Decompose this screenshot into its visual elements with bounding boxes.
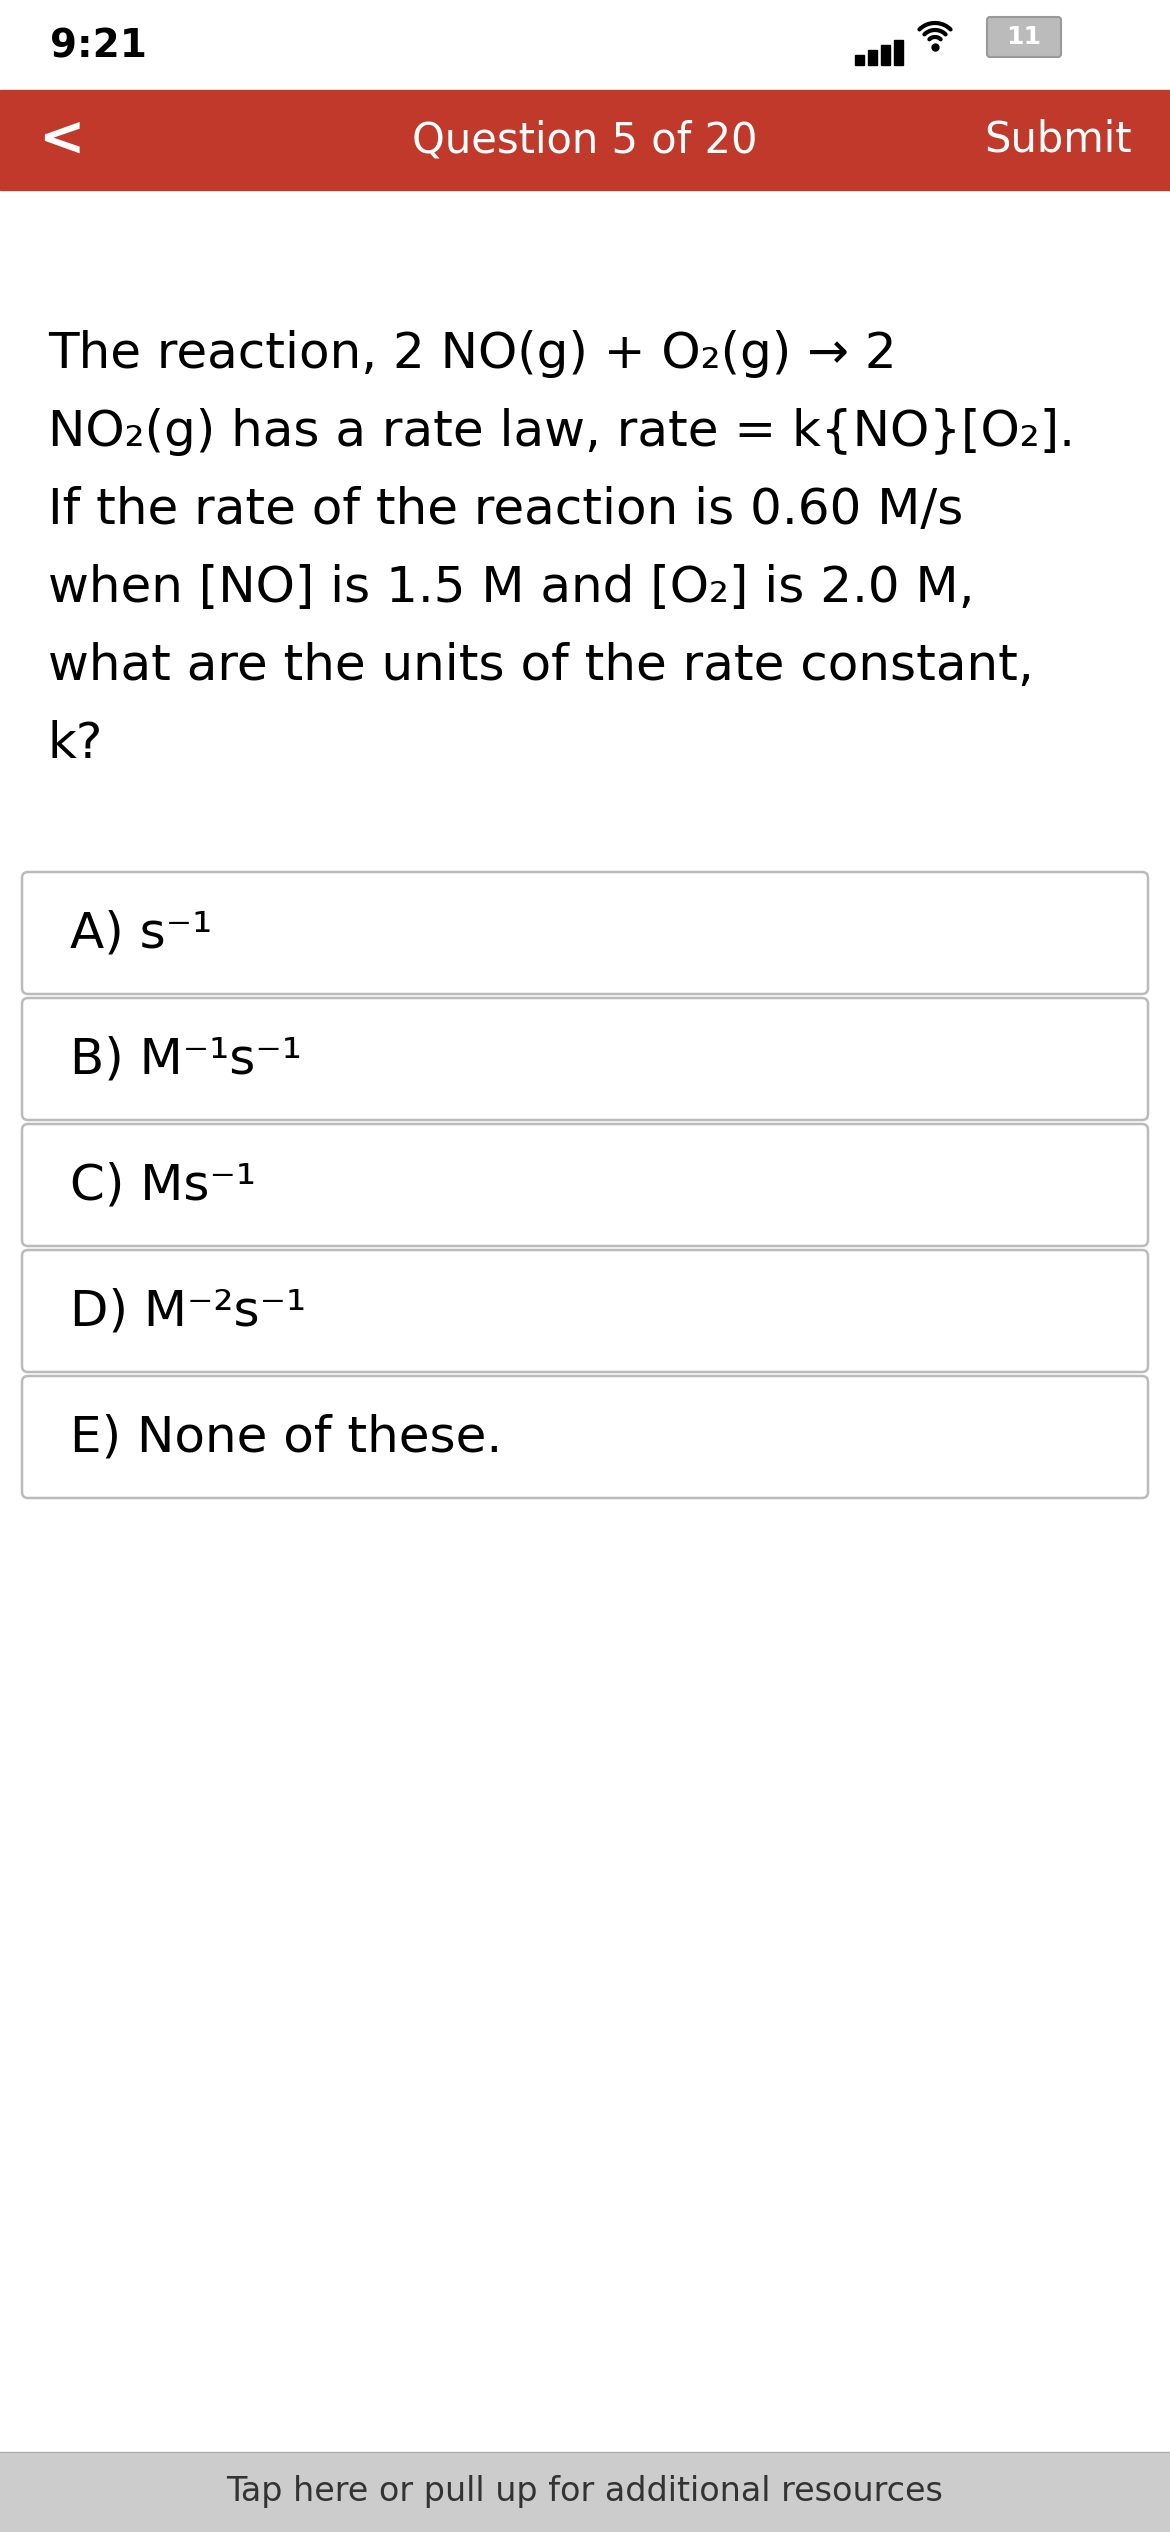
- Bar: [868, 51, 878, 66]
- FancyBboxPatch shape: [22, 1375, 1148, 1499]
- Text: k?: k?: [48, 719, 103, 767]
- FancyBboxPatch shape: [22, 1251, 1148, 1372]
- Text: If the rate of the reaction is 0.60 M/s: If the rate of the reaction is 0.60 M/s: [48, 486, 963, 534]
- Text: NO₂(g) has a rate law, rate = k{NO}[O₂].: NO₂(g) has a rate law, rate = k{NO}[O₂].: [48, 408, 1075, 456]
- Text: A) s⁻¹: A) s⁻¹: [70, 909, 212, 957]
- Text: D) M⁻²s⁻¹: D) M⁻²s⁻¹: [70, 1286, 307, 1334]
- FancyBboxPatch shape: [987, 18, 1061, 58]
- Text: when [NO] is 1.5 M and [O₂] is 2.0 M,: when [NO] is 1.5 M and [O₂] is 2.0 M,: [48, 565, 975, 613]
- Text: B) M⁻¹s⁻¹: B) M⁻¹s⁻¹: [70, 1036, 302, 1084]
- Bar: [0, 2451, 1170, 2532]
- Text: 9:21: 9:21: [50, 28, 147, 66]
- Bar: [0, 0, 1170, 91]
- FancyBboxPatch shape: [22, 998, 1148, 1119]
- Bar: [0, 91, 1170, 190]
- Text: Question 5 of 20: Question 5 of 20: [412, 119, 758, 162]
- Text: C) Ms⁻¹: C) Ms⁻¹: [70, 1162, 256, 1208]
- Text: Tap here or pull up for additional resources: Tap here or pull up for additional resou…: [227, 2476, 943, 2509]
- Text: Submit: Submit: [984, 119, 1133, 162]
- FancyBboxPatch shape: [22, 1124, 1148, 1246]
- Text: 11: 11: [1006, 25, 1041, 48]
- Bar: [881, 46, 890, 66]
- Text: E) None of these.: E) None of these.: [70, 1413, 502, 1461]
- Text: what are the units of the rate constant,: what are the units of the rate constant,: [48, 643, 1034, 691]
- Bar: [894, 41, 903, 66]
- Bar: [855, 56, 863, 66]
- FancyBboxPatch shape: [22, 871, 1148, 995]
- Text: <: <: [37, 114, 84, 167]
- Text: The reaction, 2 NO(g) + O₂(g) → 2: The reaction, 2 NO(g) + O₂(g) → 2: [48, 329, 896, 377]
